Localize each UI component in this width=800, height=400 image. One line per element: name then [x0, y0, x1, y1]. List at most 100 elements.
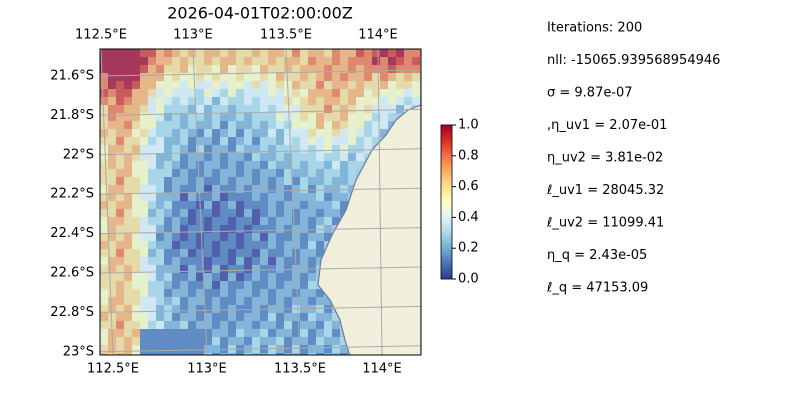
field-cell	[116, 217, 124, 225]
field-cell	[228, 49, 236, 57]
field-cell	[140, 209, 148, 217]
field-cell	[308, 97, 316, 105]
field-cell	[164, 161, 172, 169]
field-cell	[116, 345, 124, 353]
field-cell	[196, 345, 204, 353]
field-cell	[372, 49, 380, 57]
field-cell	[284, 201, 292, 209]
field-cell	[340, 201, 348, 209]
field-cell	[180, 169, 188, 177]
field-cell	[292, 161, 300, 169]
field-cell	[132, 289, 140, 297]
field-cell	[228, 121, 236, 129]
field-cell	[316, 353, 324, 355]
field-cell	[204, 49, 212, 57]
field-cell	[260, 97, 268, 105]
field-cell	[300, 137, 308, 145]
field-cell	[188, 89, 196, 97]
field-cell	[332, 337, 340, 345]
field-cell	[156, 113, 164, 121]
field-cell	[236, 313, 244, 321]
field-cell	[332, 353, 340, 355]
field-cell	[396, 57, 404, 65]
field-cell	[180, 273, 188, 281]
field-cell	[100, 305, 108, 313]
field-cell	[140, 281, 148, 289]
field-cell	[396, 97, 404, 105]
field-cell	[236, 241, 244, 249]
field-cell	[308, 225, 316, 233]
field-cell	[164, 297, 172, 305]
field-cell	[292, 137, 300, 145]
field-cell	[348, 49, 356, 57]
field-cell	[156, 233, 164, 241]
field-cell	[380, 129, 388, 137]
field-cell	[108, 161, 116, 169]
field-cell	[100, 169, 108, 177]
field-cell	[132, 201, 140, 209]
field-cell	[188, 49, 196, 57]
field-cell	[116, 73, 124, 81]
field-cell	[148, 329, 156, 337]
field-cell	[180, 81, 188, 89]
field-cell	[324, 89, 332, 97]
field-cell	[252, 313, 260, 321]
field-cell	[212, 249, 220, 257]
field-cell	[156, 265, 164, 273]
field-cell	[116, 281, 124, 289]
stat-line: ℓ_uv2 = 11099.41	[546, 216, 664, 231]
field-cell	[188, 65, 196, 73]
field-cell	[260, 129, 268, 137]
field-cell	[196, 273, 204, 281]
field-cell	[404, 57, 412, 65]
field-cell	[212, 89, 220, 97]
field-cell	[100, 289, 108, 297]
field-cell	[268, 73, 276, 81]
field-cell	[276, 145, 284, 153]
field-cell	[148, 89, 156, 97]
field-cell	[388, 57, 396, 65]
field-cell	[332, 313, 340, 321]
field-cell	[164, 329, 172, 337]
field-cell	[348, 153, 356, 161]
field-cell	[188, 265, 196, 273]
field-cell	[284, 297, 292, 305]
field-cell	[220, 201, 228, 209]
field-cell	[276, 353, 284, 355]
field-cell	[300, 129, 308, 137]
stat-line: σ = 9.87e-07	[547, 86, 633, 101]
field-cell	[140, 289, 148, 297]
stat-line: nll: -15065.939568954946	[547, 53, 720, 68]
lat-tick-label: 22.4°S	[50, 226, 94, 241]
field-cell	[276, 105, 284, 113]
field-cell	[276, 233, 284, 241]
stat-line: Iterations: 200	[547, 21, 642, 36]
field-cell	[244, 305, 252, 313]
field-cell	[380, 105, 388, 113]
field-cell	[316, 313, 324, 321]
field-cell	[348, 161, 356, 169]
field-cell	[268, 273, 276, 281]
field-cell	[172, 265, 180, 273]
field-cell	[316, 153, 324, 161]
field-cell	[212, 97, 220, 105]
field-cell	[188, 305, 196, 313]
field-cell	[140, 57, 148, 65]
field-cell	[356, 81, 364, 89]
field-cell	[308, 209, 316, 217]
field-cell	[172, 289, 180, 297]
field-cell	[212, 313, 220, 321]
field-cell	[276, 129, 284, 137]
field-cell	[140, 49, 148, 57]
field-cell	[228, 145, 236, 153]
field-cell	[124, 193, 132, 201]
field-cell	[268, 177, 276, 185]
field-cell	[100, 241, 108, 249]
field-cell	[228, 337, 236, 345]
field-cell	[108, 345, 116, 353]
field-cell	[316, 129, 324, 137]
field-cell	[244, 257, 252, 265]
lat-tick-label: 23°S	[63, 344, 94, 359]
field-cell	[196, 113, 204, 121]
field-cell	[132, 105, 140, 113]
